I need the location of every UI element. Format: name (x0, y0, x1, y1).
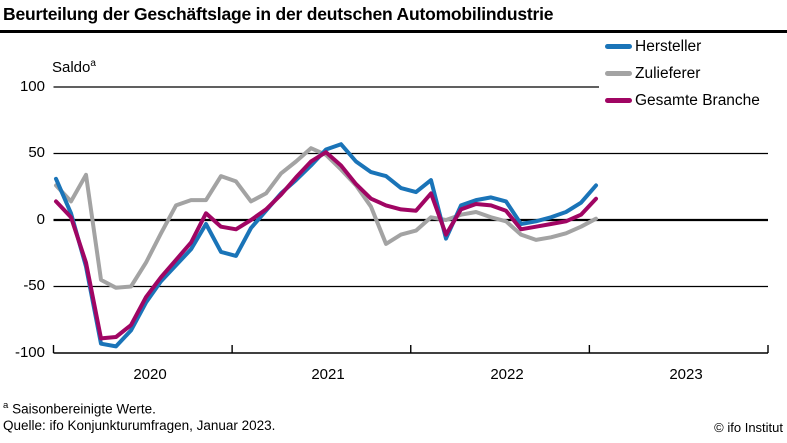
x-tick-label-2021: 2021 (311, 366, 345, 383)
copyright-note: © ifo Institut (714, 420, 783, 435)
legend-label: Gesamte Branche (635, 91, 760, 109)
x-tick-label-2020: 2020 (133, 366, 167, 383)
footnote-marker: a (3, 400, 9, 411)
y-tick-label-100: 100 (19, 78, 45, 95)
y-tick-label-neg50: -50 (23, 277, 45, 294)
y-tick-label-50: 50 (28, 144, 45, 161)
saldo-footnote-marker: a (90, 58, 96, 69)
chart-legend: Hersteller Zulieferer Gesamte Branche (599, 35, 787, 114)
legend-label: Hersteller (635, 37, 702, 55)
zulieferer-line-swatch-icon (605, 71, 632, 76)
legend-item-gesamte-branche: Gesamte Branche (605, 91, 787, 110)
chart-title: Beurteilung der Geschäftslage in der deu… (3, 4, 554, 24)
y-tick-label-0: 0 (36, 211, 45, 228)
legend-label: Zulieferer (635, 64, 701, 82)
footnote-seasonal-adjustment: a Saisonbereinigte Werte. (3, 400, 156, 417)
footnote-text: Saisonbereinigte Werte. (12, 401, 156, 417)
x-tick-label-2023: 2023 (669, 366, 703, 383)
y-axis-unit-label: Saldoa (52, 58, 96, 76)
source-note: Quelle: ifo Konjunkturumfragen, Januar 2… (3, 418, 276, 433)
y-tick-label-neg100: -100 (14, 344, 45, 361)
title-divider (0, 30, 787, 33)
x-tick-label-2022: 2022 (490, 366, 524, 383)
saldo-text: Saldo (52, 59, 91, 76)
legend-item-hersteller: Hersteller (605, 37, 787, 56)
gesamte-branche-line-swatch-icon (605, 98, 632, 103)
legend-item-zulieferer: Zulieferer (605, 64, 787, 83)
hersteller-line-swatch-icon (605, 44, 632, 49)
